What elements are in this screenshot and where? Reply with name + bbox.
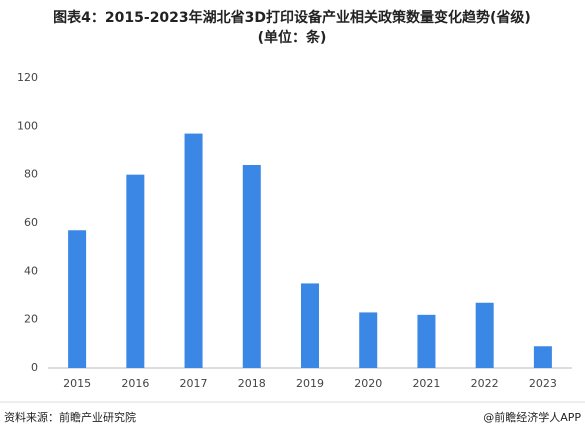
bar <box>126 174 145 368</box>
bar <box>68 230 87 368</box>
chart-title: 图表4：2015-2023年湖北省3D打印设备产业相关政策数量变化趋势(省级) <box>53 9 531 26</box>
source: 资料来源：前瞻产业研究院 <box>4 410 136 424</box>
bar <box>359 312 378 368</box>
bar <box>242 165 261 368</box>
x-tick-label: 2023 <box>529 377 557 390</box>
chart-subtitle: (单位：条) <box>258 29 327 46</box>
x-tick-label: 2018 <box>238 377 266 390</box>
y-tick-label: 120 <box>17 71 38 84</box>
x-tick-label: 2021 <box>412 377 440 390</box>
x-tick-label: 2022 <box>471 377 499 390</box>
x-tick-label: 2019 <box>296 377 324 390</box>
bar <box>475 302 494 368</box>
x-tick-label: 2020 <box>354 377 382 390</box>
bar <box>417 314 436 368</box>
x-tick-label: 2016 <box>121 377 149 390</box>
x-tick-label: 2015 <box>63 377 91 390</box>
bar <box>533 346 552 368</box>
x-tick-label: 2017 <box>180 377 208 390</box>
y-tick-label: 0 <box>31 361 38 374</box>
y-tick-label: 40 <box>24 264 38 277</box>
y-tick-label: 20 <box>24 313 38 326</box>
credit: @前瞻经济学人APP <box>483 410 581 424</box>
y-tick-label: 100 <box>17 119 38 132</box>
y-tick-label: 80 <box>24 168 38 181</box>
bar <box>184 133 203 368</box>
y-tick-label: 60 <box>24 216 38 229</box>
bar <box>301 283 319 368</box>
